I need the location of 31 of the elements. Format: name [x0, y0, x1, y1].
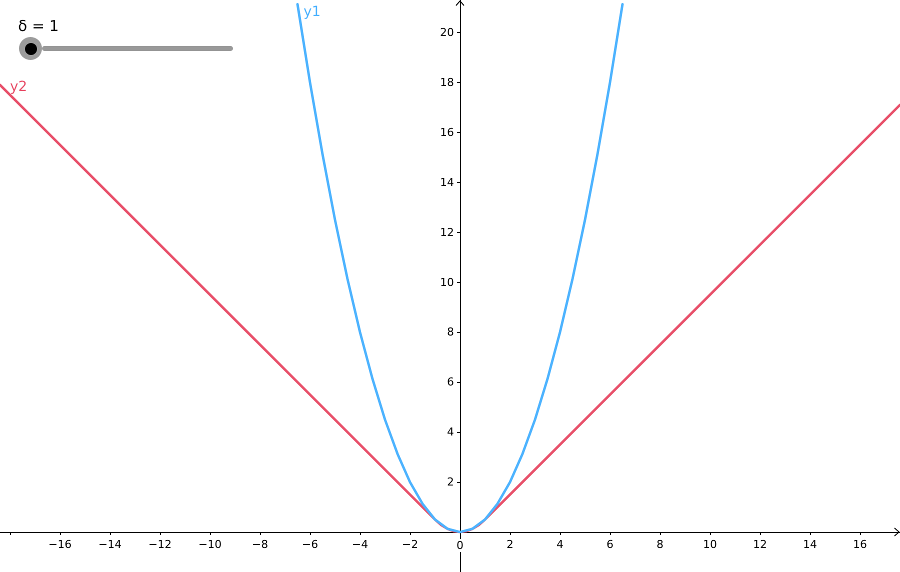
- y-tick-label: 14: [440, 176, 454, 189]
- x-tick-label: −16: [48, 538, 72, 552]
- y-tick-label: 6: [447, 376, 454, 389]
- y-tick-label: 10: [440, 276, 454, 289]
- x-tick-label: 12: [753, 538, 767, 552]
- y-tick-label: 4: [447, 426, 454, 439]
- x-tick-label: 2: [506, 538, 514, 552]
- x-tick-label: −2: [402, 538, 418, 552]
- x-tick-label: −8: [252, 538, 268, 552]
- x-tick-label: 10: [703, 538, 717, 552]
- series-label: y1: [304, 4, 321, 20]
- y-tick-label: 2: [447, 476, 454, 489]
- x-tick-label: 6: [606, 538, 614, 552]
- x-tick-label: −12: [148, 538, 172, 552]
- x-tick-label: −14: [98, 538, 122, 552]
- annotation: δ = 1: [18, 17, 59, 35]
- x-tick-label: 16: [853, 538, 867, 552]
- x-tick-label: 14: [803, 538, 817, 552]
- x-tick-label: 0: [456, 539, 464, 552]
- series-label: y2: [10, 78, 28, 95]
- y-tick-label: 18: [440, 76, 454, 89]
- x-tick-label: 8: [656, 538, 664, 552]
- y-tick-label: 8: [447, 326, 454, 339]
- x-tick-label: −6: [302, 538, 318, 552]
- x-tick-label: 4: [556, 538, 564, 552]
- y-tick-label: 16: [440, 126, 454, 139]
- y-tick-label: 12: [440, 226, 454, 239]
- y-tick-label: 20: [440, 26, 454, 39]
- line-series: [296, 2, 624, 534]
- x-tick-label: −4: [352, 538, 368, 552]
- x-tick-label: −10: [198, 538, 222, 552]
